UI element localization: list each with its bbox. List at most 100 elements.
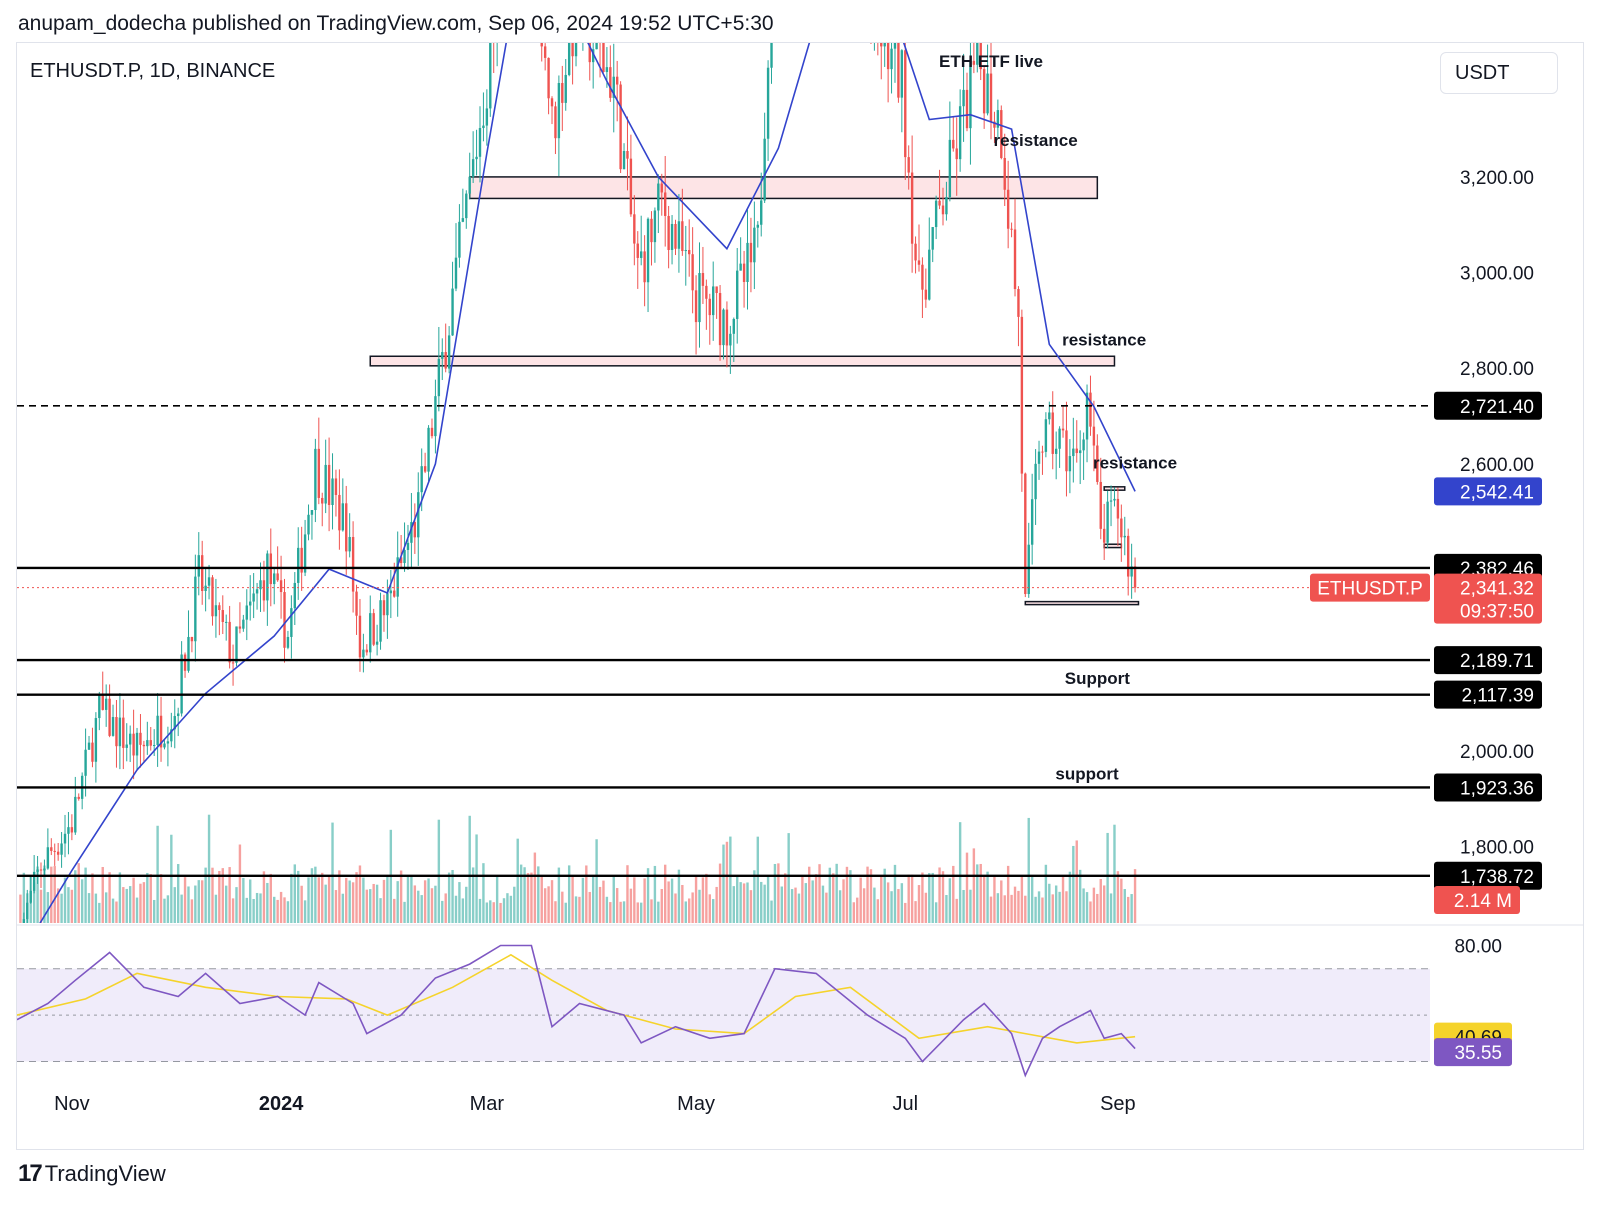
candle-body (197, 555, 200, 577)
volume-bar (540, 875, 543, 923)
volume-bar (228, 867, 231, 923)
candle (53, 843, 56, 866)
volume-bar (924, 892, 928, 923)
volume-bar (602, 880, 605, 923)
candle-body (118, 717, 122, 747)
volume-bar (821, 885, 825, 923)
volume-bar (598, 886, 602, 923)
candle-body (341, 503, 345, 531)
volume-bar (331, 822, 334, 923)
volume-bar (1113, 824, 1116, 923)
candle (74, 776, 77, 835)
time-tick-label: Nov (54, 1093, 90, 1115)
volume-bar (886, 882, 890, 923)
candle-body (132, 733, 135, 756)
last-price-box (1434, 573, 1542, 624)
candle-body (1030, 499, 1034, 545)
candle-body (674, 223, 677, 249)
candle-body (218, 605, 221, 611)
symbol-info[interactable]: ETHUSDT.P, 1D, BINANCE (30, 60, 276, 82)
volume-bar (609, 902, 612, 923)
candles-layer (22, 0, 1137, 923)
candle-body (612, 76, 615, 98)
candle-body (609, 67, 612, 98)
candle (1058, 426, 1061, 468)
candle-body (547, 57, 550, 99)
candle-body (626, 151, 629, 159)
candle (108, 684, 111, 738)
volume-bar (163, 898, 166, 923)
candle-body (238, 626, 242, 629)
candle (135, 727, 139, 771)
volume-bar (1102, 885, 1106, 923)
candle (574, 43, 578, 67)
candle (877, 0, 879, 56)
candle (1034, 449, 1037, 525)
candle (540, 43, 543, 62)
candle (701, 246, 705, 304)
candle (1068, 439, 1072, 494)
symbol-tag-text: ETHUSDT.P (1317, 579, 1423, 600)
currency-button[interactable]: USDT (1440, 52, 1558, 94)
candle (451, 261, 454, 336)
candle (111, 704, 115, 737)
candle (211, 575, 214, 626)
candle (722, 308, 725, 360)
candle-body (331, 478, 334, 506)
volume-bar (355, 872, 358, 923)
candle-body (70, 827, 74, 833)
candle (115, 699, 118, 768)
volume-bar (976, 864, 979, 923)
candle (1109, 485, 1113, 527)
candle-body (355, 591, 358, 616)
candle (770, 43, 773, 84)
candle-body (36, 869, 39, 872)
volume-bar (622, 901, 626, 923)
volume-bar (825, 892, 828, 923)
volume-bar (63, 877, 67, 923)
candle (1013, 198, 1017, 297)
volume-bar (948, 878, 952, 923)
volume-bar (773, 863, 777, 923)
candle (118, 693, 122, 770)
axes-layer: 3,200.00 3,000.00 2,800.00 2,600.00 2,000.00… (54, 168, 1534, 1115)
candle-body (760, 200, 763, 225)
candle-body (962, 89, 965, 107)
tradingview-logo[interactable]: 17 TradingView (18, 1160, 166, 1188)
volume-bar (972, 848, 976, 923)
candle (1000, 105, 1003, 160)
candle (626, 116, 629, 191)
volume-bar (338, 870, 341, 923)
volume-bar (784, 873, 787, 923)
candle (399, 534, 403, 569)
candle-body (53, 850, 56, 852)
volume-bar (297, 870, 300, 923)
volume-bar (828, 867, 832, 923)
volume-bar (423, 880, 427, 923)
candle-body (262, 580, 266, 601)
volume-bar (1082, 888, 1085, 923)
volume-bar (986, 871, 989, 923)
volume-bar (530, 872, 533, 923)
candle-body (877, 0, 879, 26)
volume-bar (1078, 869, 1082, 923)
volume-bar (375, 884, 379, 923)
candle (334, 469, 338, 517)
volume-bar (125, 888, 128, 923)
volume-bar (149, 874, 152, 923)
volume-bar (941, 871, 945, 923)
candle (712, 261, 715, 341)
candle-body (1065, 430, 1068, 472)
moving-average-layer (39, 43, 1136, 923)
volume-bar (862, 888, 866, 923)
time-tick-label: May (677, 1093, 715, 1115)
candle-body (163, 743, 166, 748)
candle-body (386, 593, 389, 616)
volume-bar (612, 876, 615, 923)
candle (43, 859, 46, 877)
candle-body (660, 183, 663, 193)
candle-body (564, 74, 567, 103)
last-price-text: 2,341.32 (1460, 579, 1534, 600)
